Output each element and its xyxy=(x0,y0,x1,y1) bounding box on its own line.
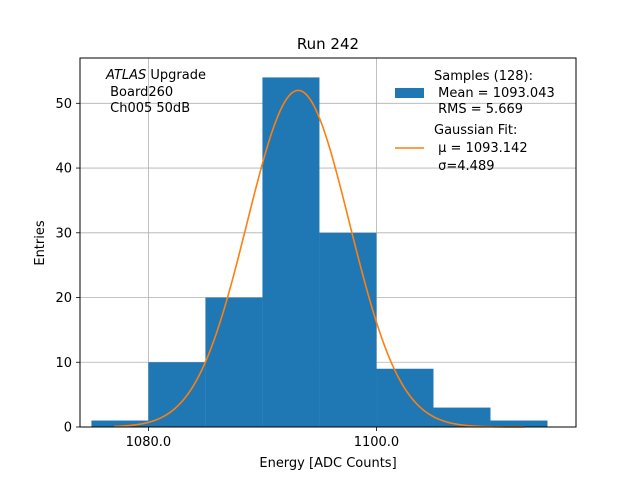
legend: Samples (128): Mean = 1093.043 RMS = 5.6… xyxy=(395,69,555,174)
histogram-bar xyxy=(91,420,149,427)
x-tick-label: 1100.0 xyxy=(354,435,400,450)
annotation-board: Board260 xyxy=(106,85,173,100)
y-tick-label: 30 xyxy=(55,226,72,241)
y-tick-label: 50 xyxy=(55,97,72,112)
annotation-atlas: ATLAS xyxy=(105,68,146,83)
histogram-bars xyxy=(91,77,548,427)
histogram-bar xyxy=(148,362,206,427)
y-tick-label: 0 xyxy=(64,421,72,436)
x-axis-label: Energy [ADC Counts] xyxy=(259,456,396,471)
fit-layer xyxy=(114,89,525,428)
legend-fit-mu: μ = 1093.142 xyxy=(434,141,528,156)
legend-histogram-rms: RMS = 5.669 xyxy=(434,102,523,117)
annotation-upgrade: Upgrade xyxy=(146,68,206,83)
y-tick-label: 40 xyxy=(55,162,72,177)
histogram-bar xyxy=(205,297,263,427)
gaussian-fit-curve xyxy=(114,89,525,428)
x-tick-label: 1080.0 xyxy=(126,435,172,450)
histogram-bar xyxy=(490,420,548,427)
axis-ticks: 1080.0 1100.0 0 10 20 30 40 50 xyxy=(55,97,399,450)
annotation-channel: Ch005 50dB xyxy=(106,101,190,116)
legend-histogram-label: Samples (128): xyxy=(434,69,533,84)
legend-fit-label: Gaussian Fit: xyxy=(434,123,517,138)
legend-histogram-swatch xyxy=(395,88,424,98)
atlas-annotation: ATLAS Upgrade Board260 Ch005 50dB xyxy=(105,68,206,116)
y-tick-label: 20 xyxy=(55,291,72,306)
annotation-line-1: ATLAS Upgrade xyxy=(105,68,206,83)
y-tick-label: 10 xyxy=(55,356,72,371)
legend-histogram-mean: Mean = 1093.043 xyxy=(434,86,555,101)
y-axis-label: Entries xyxy=(33,220,48,266)
histogram-bar xyxy=(319,232,377,427)
histogram-bar xyxy=(262,77,320,427)
axes-frame xyxy=(79,57,577,428)
chart-title: Run 242 xyxy=(297,35,359,53)
legend-fit-sigma: σ=4.489 xyxy=(434,159,494,174)
histogram-bar xyxy=(376,368,434,427)
histogram-bar xyxy=(433,407,491,427)
